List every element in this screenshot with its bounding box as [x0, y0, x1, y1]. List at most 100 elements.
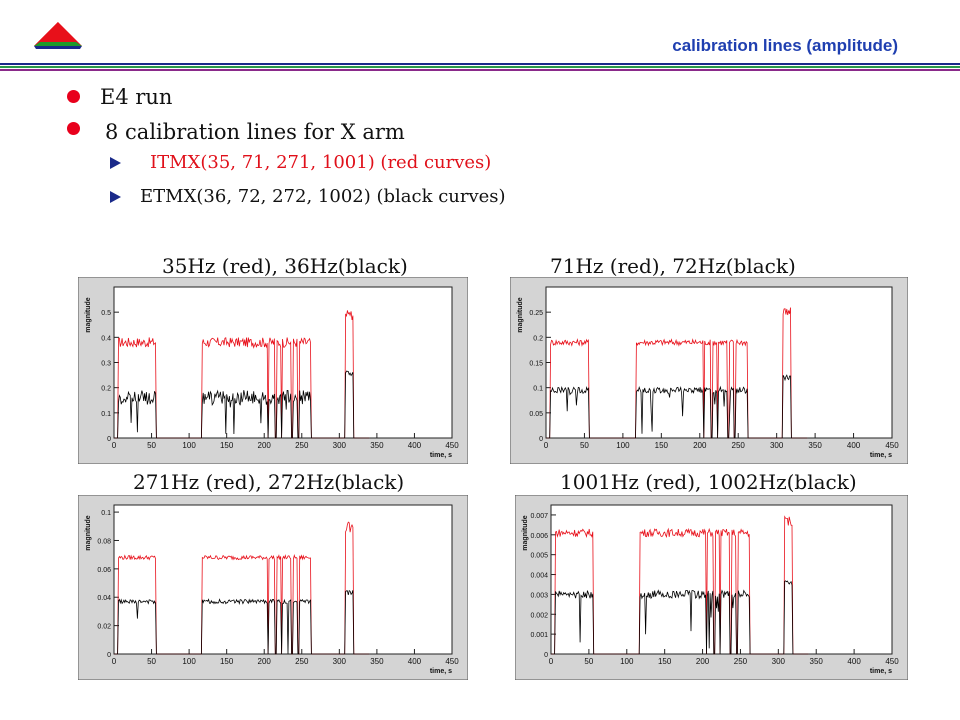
x-tick-label: 100: [182, 657, 196, 666]
x-tick-label: 100: [620, 657, 634, 666]
x-tick-label: 400: [847, 657, 861, 666]
plot-area: [113, 504, 453, 655]
bullet-e4-run: E4 run: [100, 85, 173, 109]
y-axis-label: magnitude: [517, 297, 524, 332]
y-axis-label: magnitude: [522, 515, 529, 550]
x-tick-label: 350: [808, 441, 822, 450]
y-tick-label: 0.3: [101, 361, 111, 368]
y-tick-label: 0.02: [97, 624, 111, 631]
x-tick-label: 450: [445, 657, 459, 666]
x-tick-label: 100: [616, 441, 630, 450]
x-tick-label: 150: [658, 657, 672, 666]
chart-panel-271hz: 0 0.02 0.04 0.06 0.08 0.1 0 50 100 150 200 250 300 35…: [78, 495, 468, 680]
y-tick-label: 0.006: [530, 533, 548, 540]
x-tick-label: 200: [258, 441, 272, 450]
plot-caption-271hz: 271Hz (red), 272Hz(black): [133, 470, 405, 494]
x-axis-label: time, s: [430, 452, 452, 459]
x-axis-label: time, s: [430, 668, 452, 675]
y-tick-label: 0.25: [529, 310, 543, 317]
x-tick-label: 200: [696, 657, 710, 666]
y-tick-label: 0: [107, 436, 111, 443]
bullet-calibration-lines: 8 calibration lines for X arm: [105, 120, 405, 144]
y-tick-label: 0.5: [101, 310, 111, 317]
x-tick-label: 300: [770, 441, 784, 450]
y-tick-label: 0.1: [101, 411, 111, 418]
x-tick-label: 0: [112, 441, 117, 450]
sub-bullet-itmx: ITMX(35, 71, 271, 1001) (red curves): [150, 152, 492, 173]
logo-icon: [34, 22, 82, 49]
y-tick-label: 0.2: [101, 386, 111, 393]
y-axis-label: magnitude: [85, 297, 92, 332]
chart-panel-71hz: 0 0.05 0.1 0.15 0.2 0.25 0 50 100 150 200 250 300 350…: [510, 277, 908, 464]
x-tick-label: 0: [544, 441, 549, 450]
y-tick-label: 0.1: [101, 510, 111, 517]
x-tick-label: 200: [258, 657, 272, 666]
x-tick-label: 150: [220, 441, 234, 450]
plot-area: [545, 286, 893, 439]
y-tick-label: 0.08: [97, 538, 111, 545]
x-axis-label: time, s: [870, 452, 892, 459]
y-tick-label: 0.15: [529, 361, 543, 368]
bullet-dot: [67, 90, 80, 103]
x-tick-label: 50: [147, 657, 156, 666]
plot-caption-1001hz: 1001Hz (red), 1002Hz(black): [560, 470, 857, 494]
x-tick-label: 450: [885, 441, 899, 450]
chart-panel-35hz: 0 0.1 0.2 0.3 0.4 0.5 0 50 100 150 200 250 300 350 400…: [78, 277, 468, 464]
page-title: calibration lines (amplitude): [672, 36, 898, 55]
arrow-bullet-icon: [110, 191, 121, 203]
x-tick-label: 250: [295, 441, 309, 450]
x-tick-label: 200: [693, 441, 707, 450]
x-tick-label: 300: [333, 441, 347, 450]
x-tick-label: 250: [732, 441, 746, 450]
plot-area: [550, 504, 893, 655]
y-tick-label: 0.005: [530, 553, 548, 560]
bullet-dot: [67, 122, 80, 135]
y-tick-label: 0: [539, 436, 543, 443]
x-tick-label: 400: [408, 657, 422, 666]
y-tick-label: 0.05: [529, 411, 543, 418]
y-axis-label: magnitude: [85, 515, 92, 550]
plot-caption-35hz: 35Hz (red), 36Hz(black): [162, 254, 408, 278]
y-tick-label: 0.007: [530, 513, 548, 520]
sub-bullet-etmx: ETMX(36, 72, 272, 1002) (black curves): [140, 186, 506, 207]
x-tick-label: 450: [885, 657, 899, 666]
series-line-black: [546, 374, 808, 439]
header-divider: [0, 63, 960, 71]
y-tick-label: 0.001: [530, 632, 548, 639]
y-tick-label: 0: [544, 652, 548, 659]
x-tick-label: 250: [734, 657, 748, 666]
y-tick-label: 0.1: [533, 386, 543, 393]
x-tick-label: 300: [333, 657, 347, 666]
x-tick-label: 350: [370, 441, 384, 450]
x-tick-label: 50: [580, 441, 589, 450]
plot-area: [113, 286, 453, 439]
x-tick-label: 300: [772, 657, 786, 666]
y-tick-label: 0.2: [533, 335, 543, 342]
x-tick-label: 400: [847, 441, 861, 450]
x-tick-label: 0: [549, 657, 554, 666]
x-tick-label: 350: [810, 657, 824, 666]
series-line-black: [114, 589, 370, 655]
x-tick-label: 150: [655, 441, 669, 450]
x-tick-label: 100: [182, 441, 196, 450]
x-axis-label: time, s: [870, 668, 892, 675]
x-tick-label: 50: [147, 441, 156, 450]
y-tick-label: 0.04: [97, 595, 111, 602]
y-tick-label: 0.002: [530, 612, 548, 619]
x-tick-label: 150: [220, 657, 234, 666]
arrow-bullet-icon: [110, 157, 121, 169]
x-tick-label: 250: [295, 657, 309, 666]
x-tick-label: 350: [370, 657, 384, 666]
y-tick-label: 0.4: [101, 335, 111, 342]
x-tick-label: 400: [408, 441, 422, 450]
chart-panel-1001hz: 0 0.001 0.002 0.003 0.004 0.005 0.006 0.007 0 50 1…: [515, 495, 908, 680]
x-tick-label: 450: [445, 441, 459, 450]
plot-caption-71hz: 71Hz (red), 72Hz(black): [550, 254, 796, 278]
series-line-black: [551, 580, 809, 655]
y-tick-label: 0: [107, 652, 111, 659]
x-tick-label: 0: [112, 657, 117, 666]
y-tick-label: 0.06: [97, 567, 111, 574]
y-tick-label: 0.003: [530, 592, 548, 599]
series-line-black: [114, 370, 370, 439]
y-tick-label: 0.004: [530, 573, 548, 580]
